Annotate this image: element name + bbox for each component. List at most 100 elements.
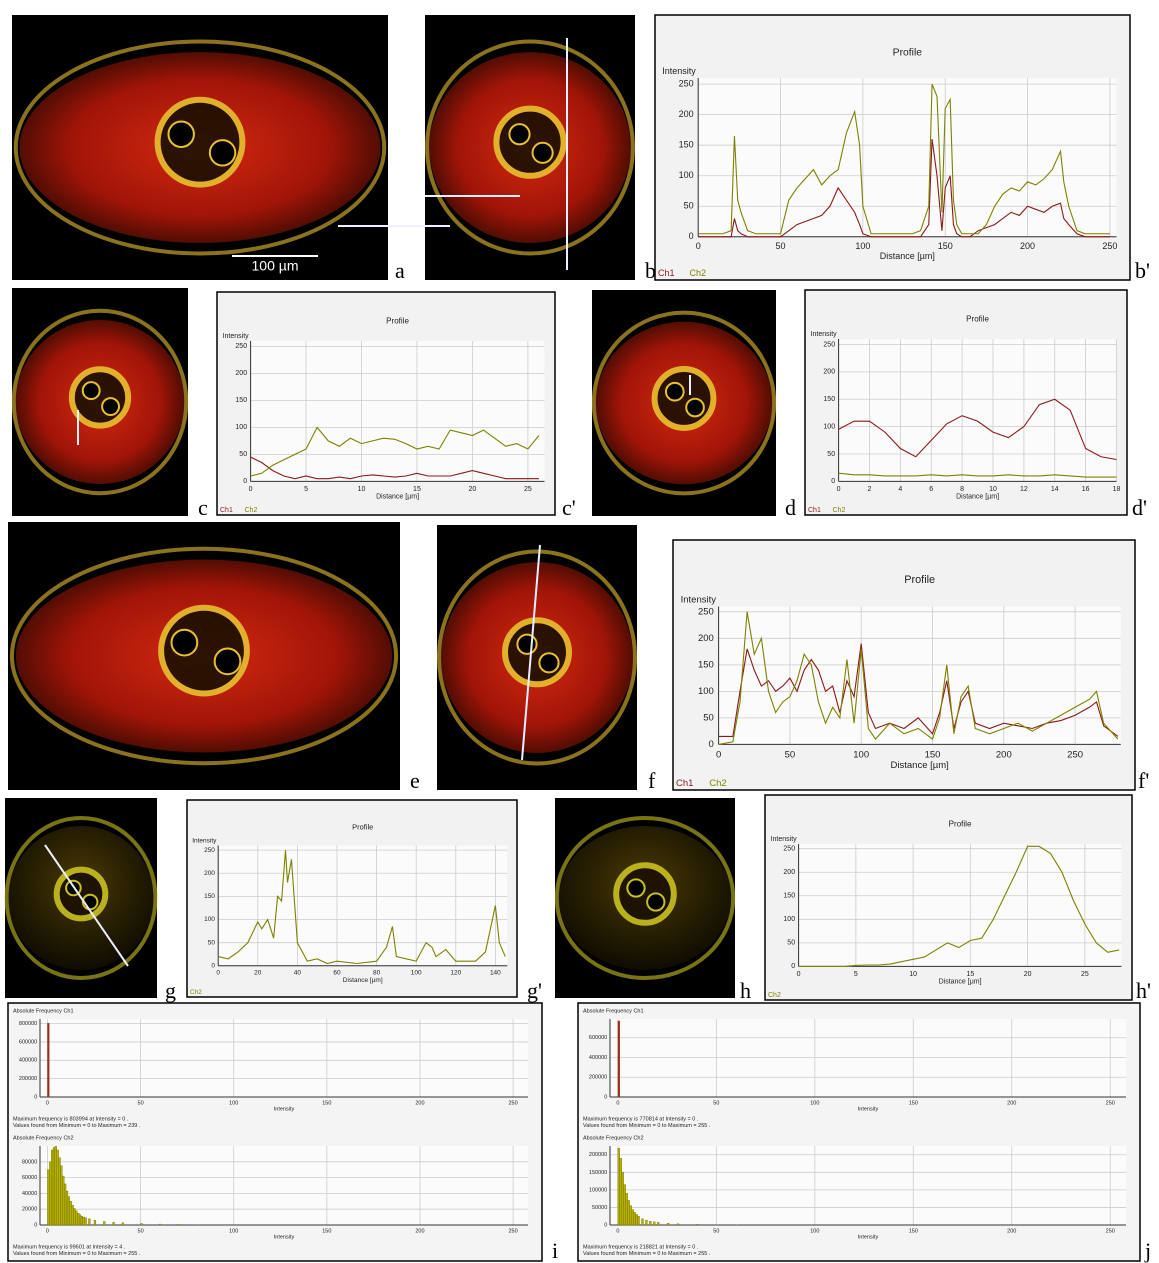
legend-label: Ch2 xyxy=(709,778,726,789)
histogram-bar xyxy=(85,1218,87,1225)
panel-label: h xyxy=(740,978,751,1003)
y-tick-label: 0 xyxy=(604,1094,607,1100)
panel-label: e xyxy=(410,768,420,793)
y-tick-label: 800000 xyxy=(19,1021,37,1027)
x-tick-label: 250 xyxy=(1106,1101,1115,1107)
x-tick-label: 250 xyxy=(1106,1229,1115,1235)
x-axis-label: Intensity xyxy=(274,1235,295,1241)
vessel xyxy=(539,653,558,672)
histogram-bar xyxy=(66,1191,68,1225)
histogram-bar xyxy=(53,1148,55,1225)
x-axis-label: Distance [µm] xyxy=(891,760,949,771)
x-tick-label: 8 xyxy=(960,486,964,493)
histogram-bar xyxy=(51,1150,53,1225)
x-tick-label: 14 xyxy=(1051,486,1059,493)
vessel xyxy=(83,382,100,399)
x-tick-label: 0 xyxy=(696,241,701,251)
x-tick-label: 250 xyxy=(509,1101,518,1107)
y-tick-label: 0 xyxy=(34,1094,37,1100)
panel-label: c' xyxy=(562,495,576,520)
x-tick-label: 50 xyxy=(713,1101,719,1107)
histogram-bar xyxy=(49,1162,51,1225)
y-tick-label: 50 xyxy=(684,201,694,211)
x-tick-label: 10 xyxy=(909,971,917,978)
x-tick-label: 50 xyxy=(138,1101,144,1107)
x-tick-label: 20 xyxy=(1024,971,1032,978)
x-tick-label: 25 xyxy=(1081,971,1089,978)
legend-label: Ch1 xyxy=(658,268,675,278)
histogram-bar xyxy=(634,1212,636,1225)
vessel xyxy=(533,143,553,163)
panel-label: f' xyxy=(1138,768,1149,793)
x-tick-label: 12 xyxy=(1020,486,1028,493)
histogram-bar xyxy=(70,1201,72,1225)
x-tick-label: 0 xyxy=(46,1229,49,1235)
x-tick-label: 18 xyxy=(1113,486,1121,493)
y-tick-label: 200 xyxy=(679,109,694,119)
x-axis-label: Distance [µm] xyxy=(939,979,982,986)
x-tick-label: 150 xyxy=(322,1229,331,1235)
panel-label: j xyxy=(1144,1238,1151,1263)
y-tick-label: 250 xyxy=(698,606,714,617)
panel-label: a xyxy=(395,258,405,283)
x-tick-label: 2 xyxy=(868,486,872,493)
y-axis-label: Intensity xyxy=(223,333,250,340)
x-tick-label: 50 xyxy=(776,241,786,251)
y-tick-label: 50 xyxy=(827,451,835,458)
vascular-bundle xyxy=(505,620,569,684)
y-tick-label: 150 xyxy=(698,659,714,670)
x-tick-label: 150 xyxy=(322,1101,331,1107)
vessel xyxy=(168,122,193,147)
y-tick-label: 0 xyxy=(709,739,714,750)
x-tick-label: 0 xyxy=(249,486,253,493)
y-tick-label: 400000 xyxy=(19,1058,37,1064)
histogram-note: Values found from Minimum = 0 to Maximum… xyxy=(583,1123,711,1129)
x-tick-label: 250 xyxy=(1102,241,1117,251)
y-axis-label: Intensity xyxy=(811,331,838,338)
chart-title: Absolute Frequency Ch2 xyxy=(13,1135,74,1141)
y-tick-label: 250 xyxy=(823,341,835,348)
vessel xyxy=(509,124,529,144)
panel-label: d xyxy=(785,495,796,520)
y-tick-label: 20000 xyxy=(22,1207,37,1213)
y-tick-label: 0 xyxy=(831,478,835,485)
x-tick-label: 250 xyxy=(509,1229,518,1235)
panel-label: h' xyxy=(1136,978,1151,1003)
y-tick-label: 250 xyxy=(204,847,215,854)
x-tick-label: 50 xyxy=(138,1229,144,1235)
y-tick-label: 0 xyxy=(791,963,795,970)
vessel xyxy=(647,893,664,910)
vascular-bundle xyxy=(57,870,106,919)
histogram-bar xyxy=(113,1222,115,1225)
chart-title: Absolute Frequency Ch1 xyxy=(13,1008,74,1014)
y-tick-label: 400000 xyxy=(589,1055,607,1061)
histogram-bar xyxy=(626,1193,628,1225)
y-tick-label: 0 xyxy=(34,1222,37,1228)
plot-area xyxy=(719,607,1121,745)
x-tick-label: 200 xyxy=(415,1101,424,1107)
y-tick-label: 200 xyxy=(204,870,215,877)
histogram-bar xyxy=(81,1216,83,1225)
histogram-bar xyxy=(64,1184,66,1225)
x-tick-label: 16 xyxy=(1082,486,1090,493)
histogram-bar xyxy=(60,1166,62,1225)
y-tick-label: 150 xyxy=(783,893,795,900)
histogram-bar xyxy=(72,1205,74,1225)
histogram-bar xyxy=(88,1219,90,1225)
panel-label: g' xyxy=(527,978,542,1003)
x-tick-label: 150 xyxy=(938,241,953,251)
y-tick-label: 100000 xyxy=(589,1187,607,1193)
histogram-bar xyxy=(622,1172,624,1225)
x-axis-label: Distance [µm] xyxy=(376,494,419,501)
y-tick-label: 40000 xyxy=(22,1191,37,1197)
histogram-bar xyxy=(62,1176,64,1225)
y-tick-label: 60000 xyxy=(22,1175,37,1181)
x-tick-label: 100 xyxy=(229,1101,238,1107)
legend-label: Ch2 xyxy=(690,268,707,278)
chart-title: Absolute Frequency Ch2 xyxy=(583,1135,644,1141)
histogram-bar xyxy=(642,1219,644,1225)
x-tick-label: 5 xyxy=(304,486,308,493)
x-tick-label: 0 xyxy=(616,1101,619,1107)
vessel xyxy=(172,630,198,656)
x-tick-label: 150 xyxy=(909,1101,918,1107)
